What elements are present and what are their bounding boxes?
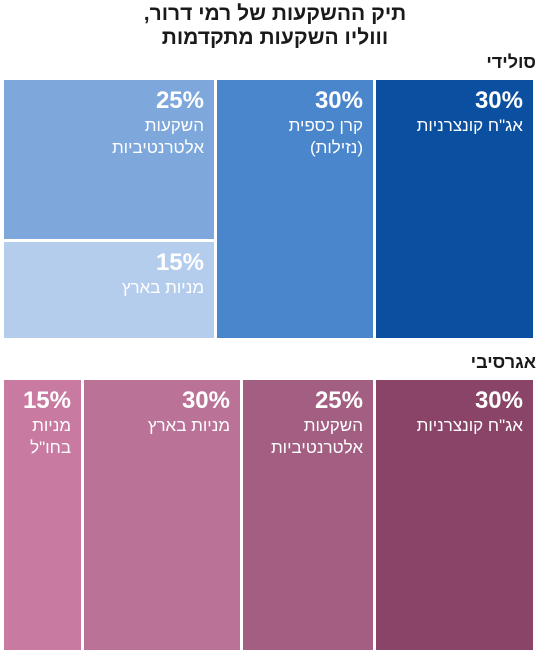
tile-category-label-line: אלטרנטיביות [270, 438, 363, 457]
tile-category-label-line: השקעות [144, 116, 204, 135]
section-label-solid: סולידי [486, 52, 536, 72]
tile-category-label: השקעות אלטרנטיביות [249, 415, 363, 459]
chart-title-line2: וווליו השקעות מתקדמות [161, 26, 389, 49]
tile-value-label: 25% [155, 87, 204, 114]
treemap-tile: 15% מניות בחו"ל [4, 380, 81, 650]
chart-title: תיק ההשקעות של רמי דרור, וווליו השקעות מ… [0, 2, 550, 50]
tile-category-label: מניות בארץ [90, 415, 230, 437]
tile-category-label: מניות בארץ [10, 277, 204, 299]
tile-value-label: 15% [22, 387, 71, 414]
tile-category-label-line: אלטרנטיביות [111, 138, 204, 157]
tile-category-label: אג"ח קונצרניות [382, 415, 523, 437]
tile-category-label: קרן כספית (נזילות) [223, 115, 363, 159]
tile-value-label: 30% [474, 387, 523, 414]
tile-category-label-line: אג"ח קונצרניות [416, 416, 523, 435]
tile-category-label: אג"ח קונצרניות [382, 115, 523, 137]
section-label-aggressive: אגרסיבי [470, 352, 536, 372]
tile-value-label: 30% [474, 87, 523, 114]
tile-category-label-line: (נזילות) [309, 138, 363, 157]
treemap-tile: 30% מניות בארץ [84, 380, 240, 650]
tile-category-label-line: מניות בארץ [147, 416, 230, 435]
treemap-tile: 30% קרן כספית (נזילות) [217, 80, 373, 338]
tile-value-label: 15% [155, 249, 204, 276]
tile-category-label-line: השקעות [303, 416, 363, 435]
treemap-tile: 15% מניות בארץ [4, 242, 214, 338]
tile-category-label-line: אג"ח קונצרניות [416, 116, 523, 135]
tile-category-label-line: מניות בארץ [121, 278, 204, 297]
tile-category-label-line: מניות [32, 416, 71, 435]
tile-value-label: 30% [314, 87, 363, 114]
tile-category-label: מניות בחו"ל [10, 415, 71, 459]
treemap-tile: 30% אג"ח קונצרניות [376, 80, 533, 338]
treemap-tile: 25% השקעות אלטרנטיביות [243, 380, 373, 650]
treemap-tile: 25% השקעות אלטרנטיביות [4, 80, 214, 239]
tile-value-label: 25% [314, 387, 363, 414]
tile-category-label: השקעות אלטרנטיביות [10, 115, 204, 159]
tile-value-label: 30% [181, 387, 230, 414]
chart-title-line1: תיק ההשקעות של רמי דרור, [143, 2, 407, 25]
tile-category-label-line: בחו"ל [30, 438, 71, 457]
treemap-tile: 30% אג"ח קונצרניות [376, 380, 533, 650]
tile-category-label-line: קרן כספית [288, 116, 363, 135]
